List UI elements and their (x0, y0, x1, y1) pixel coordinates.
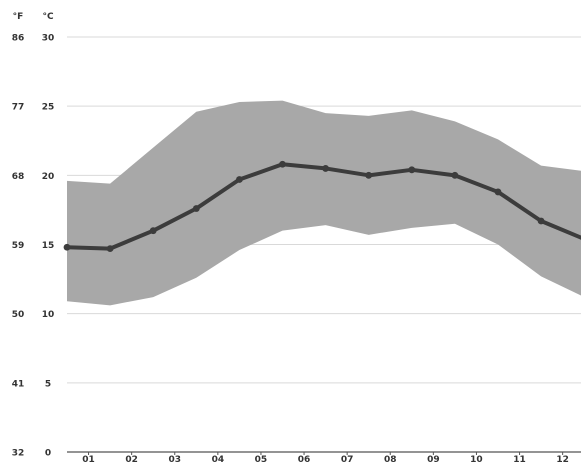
fahrenheit-axis-unit: °F (13, 12, 24, 22)
y-tick-label-celsius: 20 (42, 172, 55, 182)
y-tick-label-fahrenheit: 41 (12, 379, 25, 389)
mean-temperature-line (65, 162, 581, 251)
mean-temperature-point (494, 188, 502, 196)
mean-temperature-point (279, 160, 286, 168)
y-axis-ticks: 32 0 41 5 50 10 59 15 68 20 77 25 86 30 (12, 34, 55, 459)
mean-temperature-point (106, 245, 114, 253)
mean-temperature-series (65, 162, 581, 251)
mean-temperature-points (63, 160, 581, 253)
x-tick-label: 11 (513, 455, 526, 463)
x-axis-ticks: 01 02 03 04 05 06 07 08 09 10 11 12 (82, 452, 569, 463)
y-tick-label-celsius: 5 (45, 379, 51, 389)
x-tick-label: 06 (298, 455, 311, 463)
y-tick-label-celsius: 10 (42, 310, 55, 320)
temperature-range-band (67, 100, 581, 306)
y-tick-label-fahrenheit: 77 (12, 103, 25, 113)
x-tick-label: 10 (470, 455, 483, 463)
y-tick-label-fahrenheit: 86 (12, 34, 25, 44)
x-tick-label: 05 (255, 455, 268, 463)
mean-temperature-point (192, 205, 200, 212)
y-tick-label-fahrenheit: 50 (12, 310, 25, 320)
x-tick-label: 02 (125, 455, 138, 463)
mean-temperature-point (451, 171, 459, 179)
x-tick-label: 08 (384, 455, 397, 463)
x-tick-label: 07 (341, 455, 354, 463)
mean-temperature-point (408, 166, 416, 174)
mean-temperature-point (63, 243, 71, 251)
y-tick-label-fahrenheit: 59 (12, 241, 25, 251)
temperature-range-area (67, 100, 581, 306)
x-tick-label: 01 (82, 455, 95, 463)
mean-temperature-point (537, 217, 545, 225)
mean-temperature-point (236, 176, 243, 183)
y-tick-label-fahrenheit: 68 (12, 172, 25, 182)
mean-temperature-point (365, 171, 373, 179)
x-tick-label: 12 (556, 455, 569, 463)
y-tick-label-celsius: 30 (42, 34, 55, 44)
mean-temperature-point (149, 227, 157, 235)
x-tick-label: 03 (168, 455, 181, 463)
y-tick-label-celsius: 0 (45, 449, 51, 459)
x-tick-label: 09 (427, 455, 440, 463)
mean-temperature-point (322, 165, 329, 172)
y-tick-label-fahrenheit: 32 (12, 449, 25, 459)
y-tick-label-celsius: 25 (42, 103, 55, 113)
y-tick-label-celsius: 15 (42, 241, 55, 251)
x-tick-label: 04 (212, 455, 225, 463)
celsius-axis-unit: °C (42, 12, 54, 22)
